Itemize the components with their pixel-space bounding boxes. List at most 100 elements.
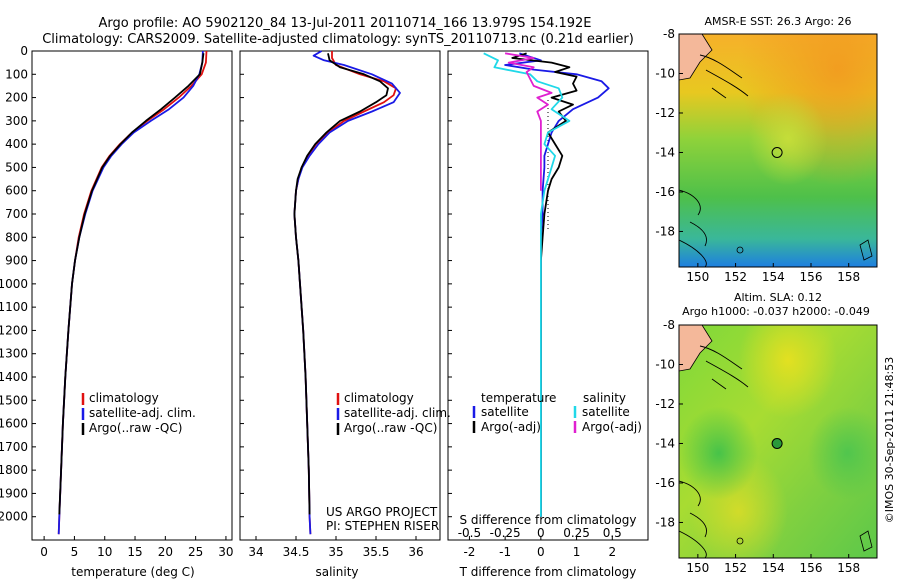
y-tick-label: 1200 [0,323,28,337]
series-line [504,52,553,191]
x-tick-label: 35.5 [363,545,390,559]
x-tick-label: 25 [188,545,203,559]
x-tick-label: 0 [537,545,545,559]
lon-tick-label: 156 [800,561,823,575]
lon-tick-label: 158 [837,561,860,575]
lat-tick-label: -18 [655,224,675,238]
temperature-panel: 0 100 200 300 400 500 600 700 800 900 1000 1100 1200… [0,44,234,579]
x-tick-label: 34 [248,545,263,559]
y-tick-label: 400 [5,137,28,151]
coastline-islet [736,537,744,545]
series-line [293,50,401,535]
coastline-reef [679,480,707,558]
salinity-x-axis: 34 34.5 35 35.5 36 [248,536,424,559]
y-tick-label: 600 [5,184,28,198]
t-diff-xlabel: T difference from climatology [459,565,637,579]
s-tick-label: -0.5 [458,526,481,540]
legend-label: climatology [344,391,414,405]
y-tick-label: 1400 [0,370,28,384]
temperature-xlabel: temperature (deg C) [71,565,194,579]
y-tick-label: 300 [5,114,28,128]
coastline-island [859,530,873,552]
series-line [58,53,205,515]
y-tick-label: 100 [5,67,28,81]
argo-position-marker [771,438,783,449]
y-tick-label: 500 [5,160,28,174]
lat-tick-label: -8 [663,318,675,332]
x-tick-label: 20 [158,545,173,559]
y-tick-label: 1100 [0,300,28,314]
coastline-islands [699,345,749,390]
legend-label: Argo(-adj) [582,420,642,434]
lat-tick-label: -10 [655,357,675,371]
sla-map: Altim. SLA: 0.12 Argo h1000: -0.037 h200… [655,291,878,575]
s-tick-label: 0.25 [563,526,590,540]
lat-tick-label: -8 [663,27,675,41]
salinity-legend: climatology satellite-adj. clim. Argo(..… [336,391,451,435]
series-line [293,53,389,515]
y-tick-label: 0 [20,44,28,58]
land-papua [679,34,713,81]
sst-map: AMSR-E SST: 26.3 Argo: 26 150 152 154 156 15… [655,15,878,284]
lat-tick-label: -12 [655,397,675,411]
y-tick-label: 1800 [0,463,28,477]
lat-tick-label: -14 [655,436,675,450]
y-tick-label: 700 [5,207,28,221]
coastline-reef [679,189,707,267]
sst-lat-axis: -8 -10 -12 -14 -16 -18 [655,27,683,238]
y-tick-label: 1600 [0,417,28,431]
lon-tick-label: 154 [762,270,785,284]
legend-label: satellite-adj. clim. [344,406,451,420]
y-tick-label: 900 [5,254,28,268]
y-tick-label: 1300 [0,347,28,361]
s-diff-axis: -0.5 -0.25 0 0.25 0.5 [458,526,622,540]
x-tick-label: 30 [218,545,233,559]
salinity-lines [293,50,401,535]
sst-lon-axis: 150 152 154 156 158 [686,263,860,284]
y-tick-label: 800 [5,230,28,244]
series-line [57,50,208,535]
legend-label: Argo(..raw -QC) [344,421,437,435]
x-tick-label: 36 [408,545,423,559]
lat-tick-label: -16 [655,185,675,199]
legend-label: Argo(..raw -QC) [89,421,182,435]
sla-lat-axis: -8 -10 -12 -14 -16 -18 [655,318,683,529]
coastline-island [859,239,873,261]
lat-tick-label: -14 [655,145,675,159]
y-tick-label: 1000 [0,277,28,291]
sla-subtitle: Argo h1000: -0.037 h2000: -0.049 [682,305,870,318]
legend-label: satellite [582,405,630,419]
lon-tick-label: 152 [724,270,747,284]
t-diff-x-axis: -2 -1 0 1 2 [463,536,616,559]
lon-tick-label: 150 [686,270,709,284]
argo-position-marker [771,147,783,158]
x-tick-label: 2 [608,545,616,559]
difference-panel: -2 -1 0 1 2 -0.5 -0.25 0 0.25 0.5 T difference f… [447,50,649,579]
sla-title: Altim. SLA: 0.12 [734,291,822,304]
legend-label: satellite [481,405,529,419]
lon-tick-label: 150 [686,561,709,575]
project-annotation: US ARGO PROJECT [326,505,438,519]
x-tick-label: 10 [97,545,112,559]
lon-tick-label: 156 [800,270,823,284]
legend-label: Argo(-adj) [481,420,541,434]
salinity-xlabel: salinity [315,565,358,579]
lat-tick-label: -12 [655,106,675,120]
lon-tick-label: 158 [837,270,860,284]
sla-lon-axis: 150 152 154 156 158 [686,554,860,575]
s-tick-label: 0.5 [603,526,622,540]
pi-annotation: PI: STEPHEN RISER [326,519,439,533]
sst-warm-patch [679,34,877,267]
lon-tick-label: 154 [762,561,785,575]
difference-legend: temperature salinity satellite Argo(-adj… [472,391,642,434]
series-line [57,50,204,535]
x-tick-label: 5 [71,545,79,559]
header-line1: Argo profile: AO 5902120_84 13-Jul-2011 … [98,16,591,31]
sst-title: AMSR-E SST: 26.3 Argo: 26 [704,15,851,28]
imos-credit: ©IMOS 30-Sep-2011 21:48:53 [883,357,896,523]
legend-header-temperature: temperature [481,391,556,405]
series-line [504,52,610,517]
coastline-islet [736,246,744,254]
y-tick-label: 200 [5,91,28,105]
